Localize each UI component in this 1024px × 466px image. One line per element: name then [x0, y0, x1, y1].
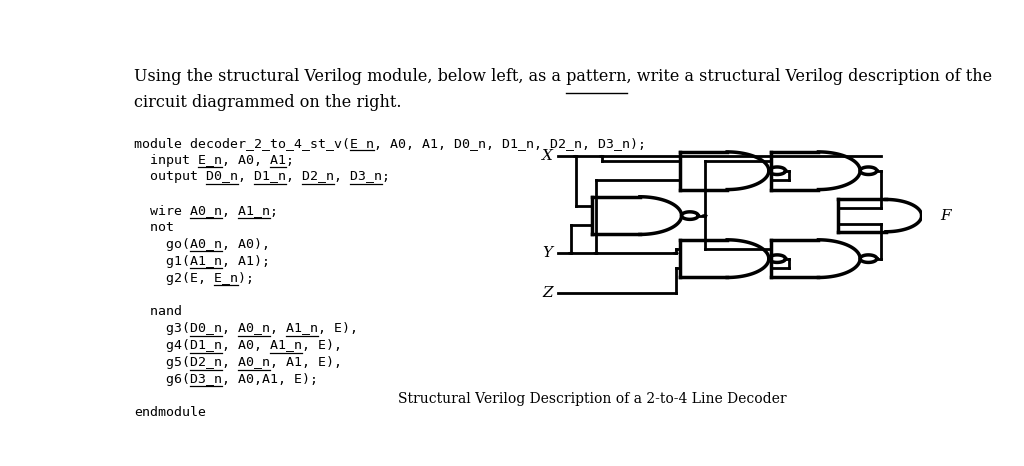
Text: Structural Verilog Description of a 2-to-4 Line Decoder: Structural Verilog Description of a 2-to…: [397, 392, 786, 406]
Text: Y: Y: [543, 246, 553, 260]
Text: g5(D2_n, A0_n, A1, E),: g5(D2_n, A0_n, A1, E),: [134, 356, 342, 369]
Text: circuit diagrammed on the right.: circuit diagrammed on the right.: [134, 94, 401, 110]
Text: output D0_n, D1_n, D2_n, D3_n;: output D0_n, D1_n, D2_n, D3_n;: [134, 171, 390, 184]
Polygon shape: [701, 214, 708, 217]
Text: g4(D1_n, A0, A1_n, E),: g4(D1_n, A0, A1_n, E),: [134, 339, 342, 352]
Text: X: X: [542, 150, 553, 164]
Polygon shape: [599, 155, 605, 158]
Text: Z: Z: [542, 286, 553, 300]
Text: g2(E, E_n);: g2(E, E_n);: [134, 272, 254, 285]
Text: input E_n, A0, A1;: input E_n, A0, A1;: [134, 153, 294, 166]
Polygon shape: [673, 252, 679, 255]
Text: F: F: [941, 209, 951, 223]
Text: g6(D3_n, A0,A1, E);: g6(D3_n, A0,A1, E);: [134, 373, 318, 386]
Text: g1(A1_n, A1);: g1(A1_n, A1);: [134, 255, 270, 267]
Polygon shape: [567, 252, 574, 255]
Text: wire A0_n, A1_n;: wire A0_n, A1_n;: [134, 204, 279, 217]
Polygon shape: [593, 252, 599, 255]
Polygon shape: [572, 155, 579, 158]
Text: not: not: [134, 221, 174, 234]
Text: endmodule: endmodule: [134, 406, 207, 419]
Text: g3(D0_n, A0_n, A1_n, E),: g3(D0_n, A0_n, A1_n, E),: [134, 322, 358, 335]
Text: nand: nand: [134, 305, 182, 318]
Text: module decoder_2_to_4_st_v(E_n, A0, A1, D0_n, D1_n, D2_n, D3_n);: module decoder_2_to_4_st_v(E_n, A0, A1, …: [134, 137, 646, 150]
Text: go(A0_n, A0),: go(A0_n, A0),: [134, 238, 270, 251]
Text: Using the structural Verilog module, below left, as a pattern, write a structura: Using the structural Verilog module, bel…: [134, 69, 992, 85]
